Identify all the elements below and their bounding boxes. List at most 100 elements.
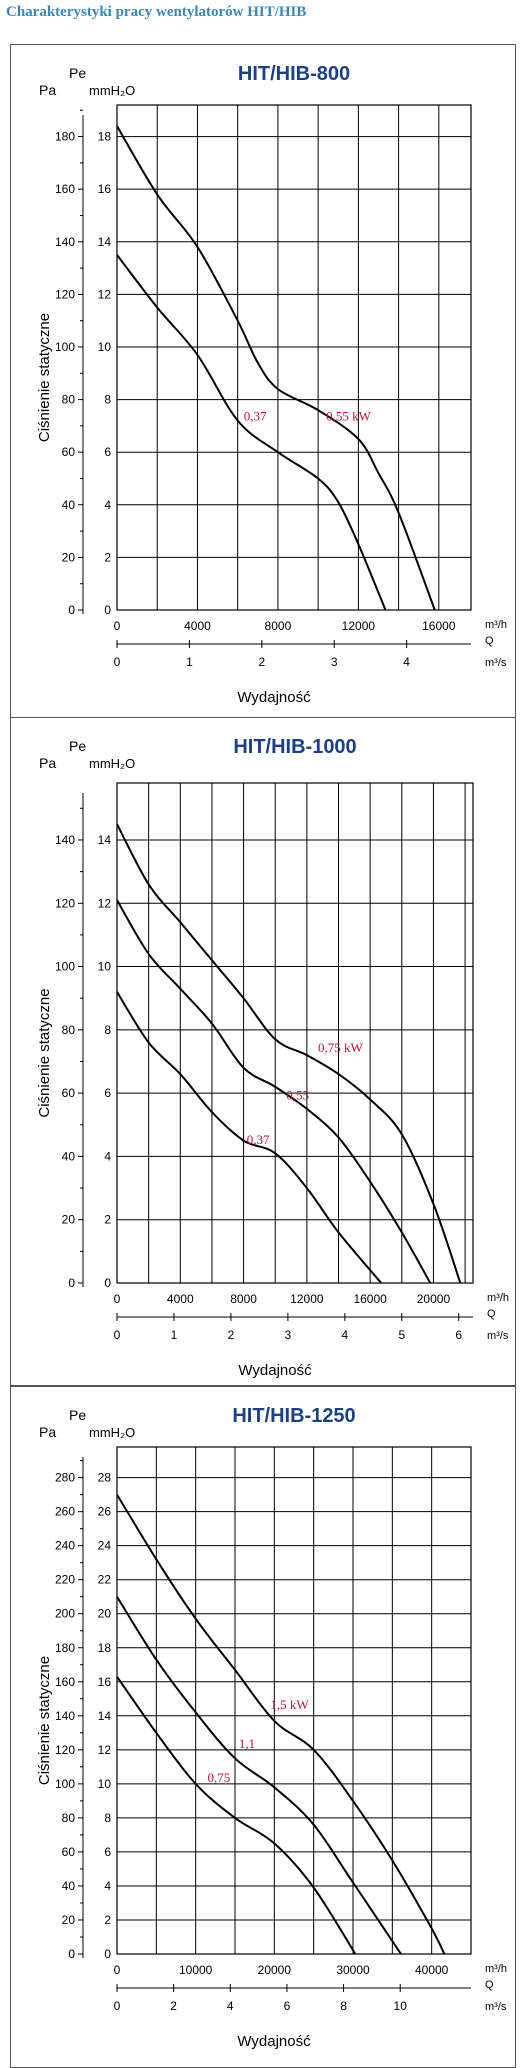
kw-label: 1,5 kW <box>270 1697 309 1712</box>
y-right-tick-label: 6 <box>104 1845 111 1859</box>
y-right-tick-label: 10 <box>98 960 112 974</box>
x2-tick-label: 1 <box>186 655 193 669</box>
x2-tick-label: 5 <box>398 1328 405 1342</box>
y-right-tick-label: 20 <box>98 1607 112 1621</box>
y-right-tick-label: 14 <box>98 235 112 249</box>
y-right-tick-label: 4 <box>104 1879 111 1893</box>
plot-grid <box>117 1447 471 1954</box>
x-unit-bottom: m³/s <box>485 657 507 669</box>
y-left-tick-label: 100 <box>55 1777 75 1791</box>
x-tick-label: 16000 <box>422 619 456 633</box>
y-left-tick-label: 0 <box>68 603 75 617</box>
chart-title: HIT/HIB-1000 <box>233 736 356 758</box>
x-tick-label: 20000 <box>258 1963 292 1977</box>
y-right-unit-sub: mmH₂O <box>89 83 135 98</box>
y-left-tick-label: 60 <box>62 1086 76 1100</box>
x-tick-label: 16000 <box>353 1292 387 1306</box>
x-tick-label: 10000 <box>179 1963 213 1977</box>
y-left-tick-label: 80 <box>62 1811 76 1825</box>
series-curve-1 <box>116 125 436 611</box>
y-right-tick-label: 28 <box>98 1471 112 1485</box>
y-left-tick-label: 40 <box>62 1149 76 1163</box>
y-right-unit-label: Pe <box>69 65 86 81</box>
y-right-tick-label: 16 <box>98 182 112 196</box>
x2-tick-label: 4 <box>227 1999 234 2013</box>
x-unit-bottom: m³/s <box>487 1330 509 1342</box>
plot-frame <box>116 1446 472 1955</box>
x-unit-top: m³/h <box>487 1292 509 1304</box>
x2-tick-label: 4 <box>341 1328 348 1342</box>
series-curve-0 <box>116 991 382 1284</box>
y-right-unit-sub: mmH₂O <box>89 756 135 771</box>
chart-title: HIT/HIB-1250 <box>232 1405 355 1427</box>
x-unit-top: m³/h <box>485 1963 507 1975</box>
x-unit-bottom: m³/s <box>485 2001 507 2013</box>
x-tick-label: 40000 <box>415 1963 449 1977</box>
x2-tick-label: 6 <box>284 1999 291 2013</box>
series-curve-0 <box>116 254 387 611</box>
kw-label: 1,1 <box>239 1736 255 1751</box>
x2-tick-label: 0 <box>114 655 121 669</box>
x-tick-label: 12000 <box>290 1292 324 1306</box>
y-left-tick-label: 80 <box>62 393 76 407</box>
y-right-tick-label: 12 <box>98 1743 112 1757</box>
y-left-tick-label: 120 <box>55 1743 75 1757</box>
x-axis-title: Wydajność <box>237 689 311 706</box>
x-tick-label: 12000 <box>342 619 376 633</box>
y-left-tick-label: 20 <box>62 550 76 564</box>
y-left-tick-label: 200 <box>55 1607 75 1621</box>
chart-hit-hib-1250: HIT/HIB-1250PaPemmH₂O0204060801001201401… <box>36 1405 507 2050</box>
y-left-tick-label: 160 <box>55 182 75 196</box>
y-left-tick-label: 40 <box>62 1879 76 1893</box>
x2-tick-label: 6 <box>455 1328 462 1342</box>
y-right-unit-label: Pe <box>69 738 86 754</box>
y-axis-title: Ciśnienie statyczne <box>36 313 53 442</box>
x2-tick-label: 3 <box>285 1328 292 1342</box>
x2-tick-label: 0 <box>114 1999 121 2013</box>
y-left-tick-label: 280 <box>55 1471 75 1485</box>
y-left-tick-label: 120 <box>55 896 75 910</box>
chart-panel-800: HIT/HIB-800 Pa Pe mmH₂O 0 20 40 60 80 100 120 140 16… <box>10 44 516 718</box>
x2-tick-label: 3 <box>331 655 338 669</box>
y-left-tick-label: 180 <box>55 130 75 144</box>
x-tick-label: 0 <box>114 619 121 633</box>
x-tick-label: 4000 <box>184 619 211 633</box>
x-tick-label: 8000 <box>265 619 292 633</box>
y-left-tick-label: 140 <box>55 235 75 249</box>
y-right-tick-label: 6 <box>104 445 111 459</box>
y-right-tick-label: 8 <box>104 393 111 407</box>
plot-frame <box>116 104 472 611</box>
y-right-tick-label: 8 <box>104 1023 111 1037</box>
y-right-unit-label: Pe <box>69 1407 86 1423</box>
y-left-tick-label: 120 <box>55 287 75 301</box>
x2-tick-label: 10 <box>394 1999 408 2013</box>
x2-tick-label: 2 <box>170 1999 177 2013</box>
y-left-tick-label: 60 <box>62 445 76 459</box>
x-tick-label: 20000 <box>417 1292 451 1306</box>
y-right-tick-label: 4 <box>104 1149 111 1163</box>
x2-tick-label: 1 <box>171 1328 178 1342</box>
y-left-tick-label: 180 <box>55 1641 75 1655</box>
y-right-tick-label: 2 <box>104 1213 111 1227</box>
kw-label: 0,75 <box>207 1770 230 1785</box>
y-left-tick-label: 160 <box>55 1675 75 1689</box>
x-tick-label: 0 <box>114 1292 121 1306</box>
x2-tick-label: 4 <box>403 655 410 669</box>
y-left-tick-label: 40 <box>62 498 76 512</box>
y-left-unit-label: Pa <box>39 755 56 771</box>
series-curve-0 <box>116 1676 357 1955</box>
y-left-tick-label: 0 <box>68 1276 75 1290</box>
x2-tick-label: 2 <box>228 1328 235 1342</box>
kw-label: 0,37 <box>244 409 267 424</box>
y-left-tick-label: 260 <box>55 1505 75 1519</box>
y-right-unit-sub: mmH₂O <box>89 1425 135 1440</box>
y-right-tick-label: 10 <box>98 340 112 354</box>
x-unit-q: Q <box>485 635 494 647</box>
y-right-tick-label: 2 <box>104 1913 111 1927</box>
page-heading: Charakterystyki pracy wentylatorów HIT/H… <box>6 4 307 20</box>
chart-hit-hib-800: HIT/HIB-800PaPemmH₂O02040608010012014016… <box>36 63 507 706</box>
y-left-tick-label: 80 <box>62 1023 76 1037</box>
y-right-tick-label: 12 <box>98 287 112 301</box>
x-unit-q: Q <box>485 1979 494 1991</box>
chart-panel-1250: HIT/HIB-1250 Pa Pe mmH₂O 0 20 40 60 80 100 120 140 1… <box>10 1386 516 2068</box>
